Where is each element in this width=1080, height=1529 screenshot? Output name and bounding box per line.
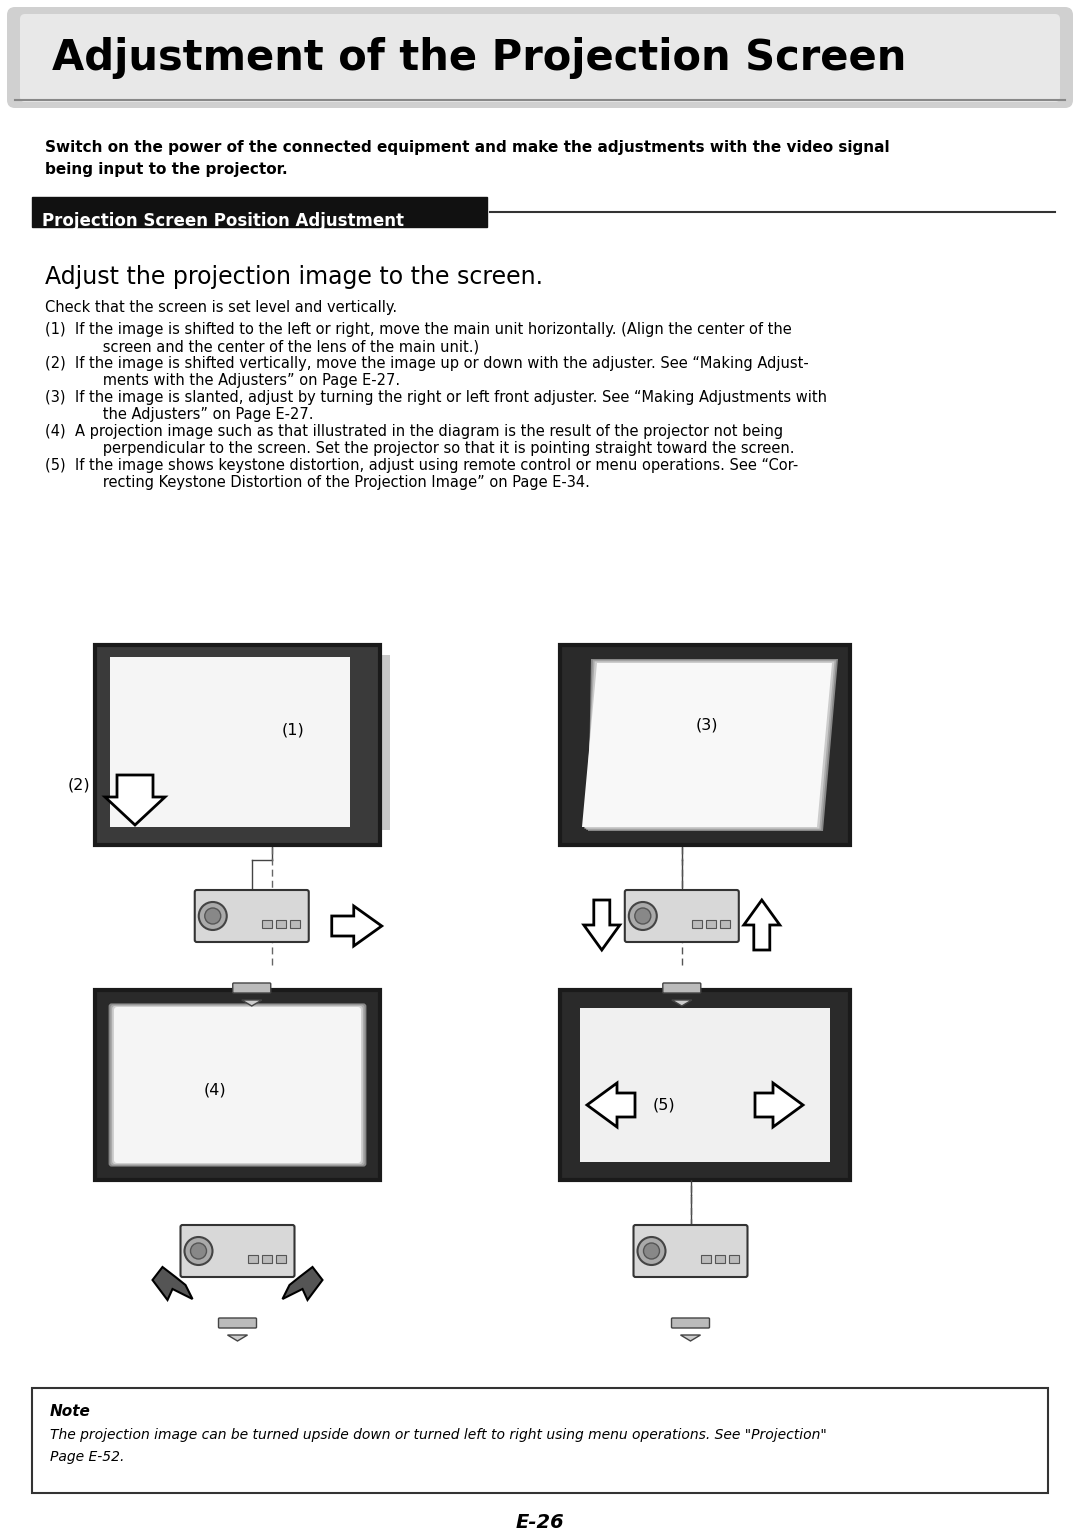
FancyBboxPatch shape <box>275 920 286 928</box>
Text: Page E-52.: Page E-52. <box>50 1449 124 1463</box>
FancyBboxPatch shape <box>701 1255 711 1263</box>
Polygon shape <box>584 901 620 950</box>
FancyBboxPatch shape <box>110 1005 365 1165</box>
Polygon shape <box>588 659 838 830</box>
Text: Adjust the projection image to the screen.: Adjust the projection image to the scree… <box>45 265 543 289</box>
Text: (1): (1) <box>45 323 70 336</box>
Text: Projection Screen Position Adjustment: Projection Screen Position Adjustment <box>42 213 404 229</box>
FancyBboxPatch shape <box>247 1255 257 1263</box>
FancyBboxPatch shape <box>561 645 850 846</box>
Circle shape <box>629 902 657 930</box>
Polygon shape <box>105 775 165 826</box>
FancyBboxPatch shape <box>719 920 730 928</box>
Text: being input to the projector.: being input to the projector. <box>45 162 287 177</box>
Polygon shape <box>152 1268 192 1300</box>
FancyBboxPatch shape <box>561 989 850 1180</box>
Polygon shape <box>672 1000 692 1006</box>
Text: (4): (4) <box>203 1083 226 1098</box>
FancyBboxPatch shape <box>95 989 380 1180</box>
FancyBboxPatch shape <box>634 1225 747 1277</box>
Polygon shape <box>332 907 381 946</box>
Circle shape <box>190 1243 206 1258</box>
Text: A projection image such as that illustrated in the diagram is the result of the : A projection image such as that illustra… <box>75 424 783 439</box>
Polygon shape <box>242 1000 261 1006</box>
FancyBboxPatch shape <box>261 920 272 928</box>
FancyBboxPatch shape <box>289 920 300 928</box>
Polygon shape <box>744 901 780 950</box>
Text: The projection image can be turned upside down or turned left to right using men: The projection image can be turned upsid… <box>50 1428 827 1442</box>
Polygon shape <box>582 664 832 827</box>
FancyBboxPatch shape <box>114 1008 361 1164</box>
Text: (2): (2) <box>45 356 70 372</box>
Circle shape <box>637 1237 665 1264</box>
FancyBboxPatch shape <box>140 654 390 830</box>
Circle shape <box>635 908 651 924</box>
Text: Check that the screen is set level and vertically.: Check that the screen is set level and v… <box>45 300 397 315</box>
Polygon shape <box>283 1268 323 1300</box>
Text: (5): (5) <box>45 459 70 472</box>
Text: If the image is slanted, adjust by turning the right or left front adjuster. See: If the image is slanted, adjust by turni… <box>75 390 827 405</box>
Text: recting Keystone Distortion of the Projection Image” on Page E-34.: recting Keystone Distortion of the Proje… <box>75 476 590 489</box>
Polygon shape <box>584 662 835 829</box>
Text: Note: Note <box>50 1404 91 1419</box>
FancyBboxPatch shape <box>672 1318 710 1329</box>
Text: the Adjusters” on Page E-27.: the Adjusters” on Page E-27. <box>75 407 313 422</box>
FancyBboxPatch shape <box>275 1255 285 1263</box>
Text: perpendicular to the screen. Set the projector so that it is pointing straight t: perpendicular to the screen. Set the pro… <box>75 440 795 456</box>
FancyBboxPatch shape <box>706 920 716 928</box>
Text: (3): (3) <box>45 390 70 405</box>
Polygon shape <box>228 1335 247 1341</box>
FancyBboxPatch shape <box>109 1003 366 1167</box>
FancyBboxPatch shape <box>729 1255 739 1263</box>
FancyBboxPatch shape <box>21 14 1059 102</box>
Text: (2): (2) <box>67 778 90 792</box>
Text: If the image is shifted to the left or right, move the main unit horizontally. (: If the image is shifted to the left or r… <box>75 323 792 336</box>
FancyBboxPatch shape <box>715 1255 725 1263</box>
FancyBboxPatch shape <box>95 645 380 846</box>
FancyBboxPatch shape <box>261 1255 271 1263</box>
FancyBboxPatch shape <box>233 983 271 992</box>
Text: (4): (4) <box>45 424 70 439</box>
Text: screen and the center of the lens of the main unit.): screen and the center of the lens of the… <box>75 339 480 355</box>
Text: (5): (5) <box>653 1098 676 1113</box>
Text: If the image shows keystone distortion, adjust using remote control or menu oper: If the image shows keystone distortion, … <box>75 459 798 472</box>
FancyBboxPatch shape <box>32 1388 1048 1492</box>
FancyBboxPatch shape <box>32 197 487 226</box>
Text: If the image is shifted vertically, move the image up or down with the adjuster.: If the image is shifted vertically, move… <box>75 356 809 372</box>
FancyBboxPatch shape <box>112 1006 363 1164</box>
Circle shape <box>185 1237 213 1264</box>
Circle shape <box>644 1243 660 1258</box>
FancyBboxPatch shape <box>180 1225 295 1277</box>
FancyBboxPatch shape <box>110 657 350 827</box>
Text: (3): (3) <box>696 717 718 732</box>
Polygon shape <box>755 1083 804 1127</box>
FancyBboxPatch shape <box>218 1318 257 1329</box>
FancyBboxPatch shape <box>194 890 309 942</box>
Text: Adjustment of the Projection Screen: Adjustment of the Projection Screen <box>52 37 906 80</box>
FancyBboxPatch shape <box>625 890 739 942</box>
FancyBboxPatch shape <box>663 983 701 992</box>
Text: E-26: E-26 <box>515 1514 565 1529</box>
Polygon shape <box>586 661 836 830</box>
Text: Switch on the power of the connected equipment and make the adjustments with the: Switch on the power of the connected equ… <box>45 141 890 154</box>
FancyBboxPatch shape <box>6 8 1074 109</box>
Text: (1): (1) <box>282 723 305 737</box>
Polygon shape <box>588 1083 635 1127</box>
Polygon shape <box>680 1335 701 1341</box>
Text: ments with the Adjusters” on Page E-27.: ments with the Adjusters” on Page E-27. <box>75 373 400 388</box>
Circle shape <box>205 908 220 924</box>
Circle shape <box>199 902 227 930</box>
FancyBboxPatch shape <box>580 1008 831 1162</box>
FancyBboxPatch shape <box>692 920 702 928</box>
